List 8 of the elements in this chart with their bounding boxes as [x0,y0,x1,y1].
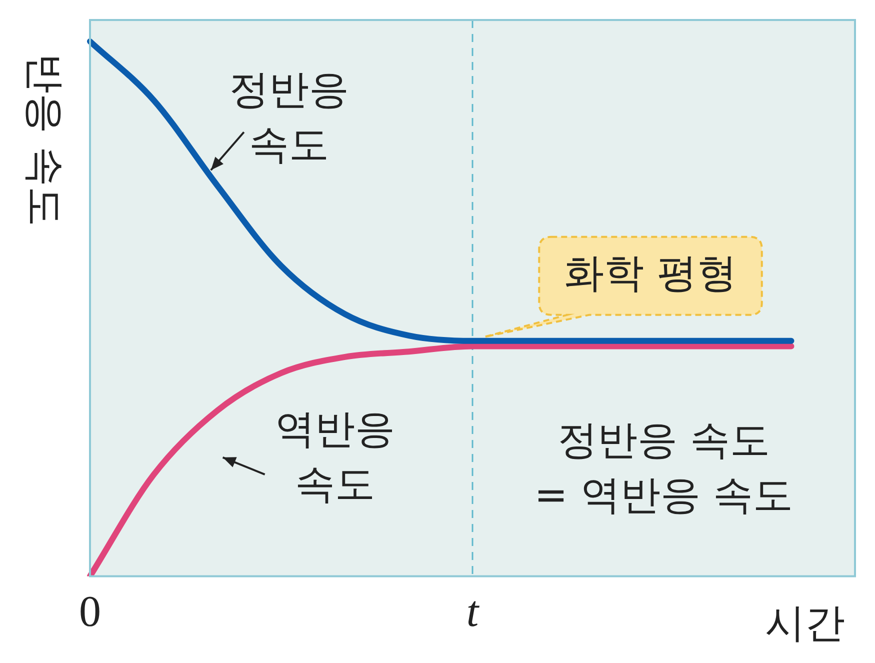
annotation: 화학 평형 [564,250,737,296]
annotation: 정반응 속도 [228,67,349,168]
y-axis-title: 반응 속도 [22,54,68,226]
x-axis-title: 시간 [765,600,845,647]
x-tick-label: t [466,587,480,636]
annotation: 역반응 속도 [274,406,395,508]
x-tick-label: 0 [79,587,101,636]
annotation: 정반응 속도 = 역반응 속도 [534,417,794,518]
